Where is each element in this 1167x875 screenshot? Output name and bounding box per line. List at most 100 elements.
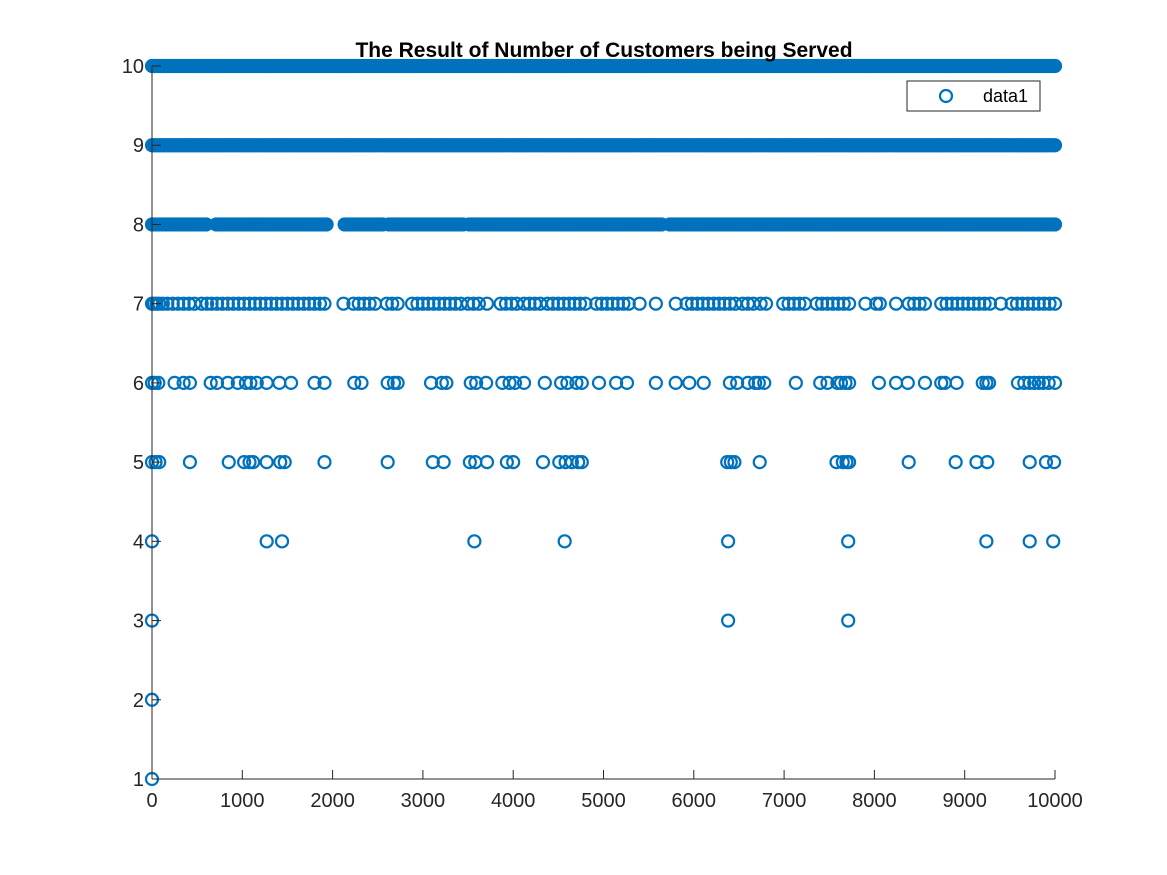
data-point — [735, 296, 750, 311]
data-point — [160, 296, 175, 311]
data-point — [1047, 58, 1063, 74]
x-tick-label: 6000 — [672, 790, 717, 812]
data-point — [351, 296, 366, 311]
data-point — [701, 296, 716, 311]
data-point — [204, 296, 219, 311]
data-point — [979, 534, 994, 549]
data-point — [493, 296, 508, 311]
x-tick-label: 0 — [146, 790, 157, 812]
data-point — [901, 455, 916, 470]
data-point — [317, 296, 332, 311]
data-point — [591, 375, 607, 390]
data-point — [668, 296, 683, 311]
data-point — [362, 296, 377, 311]
data-point — [1042, 296, 1057, 311]
data-point — [1004, 296, 1019, 311]
data-point — [1020, 296, 1036, 311]
data-point — [182, 375, 198, 390]
data-point — [354, 375, 369, 390]
data-point — [616, 296, 631, 311]
data-point — [380, 375, 395, 390]
legend-box — [906, 80, 1041, 112]
data-point — [966, 296, 981, 311]
data-point — [684, 296, 700, 311]
data-point — [949, 375, 964, 390]
data-point — [357, 296, 372, 311]
data-point — [203, 375, 218, 390]
data-point — [751, 375, 766, 390]
data-point — [253, 296, 268, 311]
data-point — [842, 375, 857, 390]
y-tick-label: 5 — [133, 452, 144, 474]
x-ticks: 0 1000 2000 3000 4000 5000 6000 7000 8000 9000 100… — [146, 770, 1083, 812]
data-point — [226, 296, 241, 311]
data-point — [307, 296, 322, 311]
data-point — [574, 455, 589, 470]
y-tick-label: 3 — [133, 611, 144, 633]
data-point — [380, 455, 395, 470]
data-point — [1031, 296, 1046, 311]
data-point — [1041, 375, 1056, 390]
data-point — [1047, 375, 1063, 390]
data-point — [917, 296, 933, 311]
data-point — [820, 375, 835, 390]
data-point — [439, 375, 454, 390]
data-point — [564, 455, 579, 470]
data-point — [619, 375, 635, 390]
data-point — [788, 375, 803, 390]
y-tick-label: 6 — [133, 373, 144, 395]
data-point — [421, 296, 436, 311]
data-point — [792, 296, 807, 311]
data-point — [1022, 375, 1037, 390]
data-point — [436, 455, 451, 470]
data-point — [415, 296, 430, 311]
data-point — [479, 296, 495, 311]
data-point — [507, 375, 523, 390]
data-point — [209, 375, 225, 390]
data-point — [917, 375, 933, 390]
data-point — [1015, 296, 1030, 311]
data-point — [589, 296, 604, 311]
data-point — [516, 375, 532, 390]
data-point — [221, 455, 236, 470]
data-point — [479, 375, 494, 390]
data-point — [259, 534, 274, 549]
y-tick-label: 8 — [133, 214, 144, 236]
data-points — [144, 58, 1063, 787]
data-point — [776, 296, 791, 311]
data-point — [556, 296, 571, 311]
data-point — [560, 375, 575, 390]
data-point — [437, 296, 452, 311]
data-point — [569, 375, 584, 390]
y-tick-label: 2 — [133, 690, 144, 712]
data-point — [1022, 534, 1037, 549]
data-point — [1047, 296, 1063, 311]
data-point — [981, 375, 997, 390]
data-point — [390, 375, 405, 390]
data-point — [242, 296, 257, 311]
x-tick-label: 9000 — [942, 790, 987, 812]
y-tick-label: 1 — [133, 769, 144, 791]
data-point — [285, 296, 300, 311]
data-point — [752, 455, 767, 470]
data-point — [336, 296, 351, 311]
data-point — [831, 296, 846, 311]
legend-marker — [938, 88, 954, 104]
data-point — [312, 296, 328, 311]
data-point — [347, 375, 362, 390]
data-point — [467, 534, 482, 549]
x-tick-label: 5000 — [581, 790, 626, 812]
data-point — [842, 296, 857, 311]
data-point — [171, 296, 186, 311]
data-point — [307, 375, 322, 390]
data-point — [1038, 455, 1054, 470]
data-point — [690, 296, 705, 311]
data-point — [740, 375, 756, 390]
x-tick-label: 3000 — [401, 790, 446, 812]
data-point — [1009, 296, 1025, 311]
data-point — [648, 375, 663, 390]
data-point — [462, 455, 477, 470]
data-point — [209, 296, 225, 311]
data-point — [727, 455, 742, 470]
